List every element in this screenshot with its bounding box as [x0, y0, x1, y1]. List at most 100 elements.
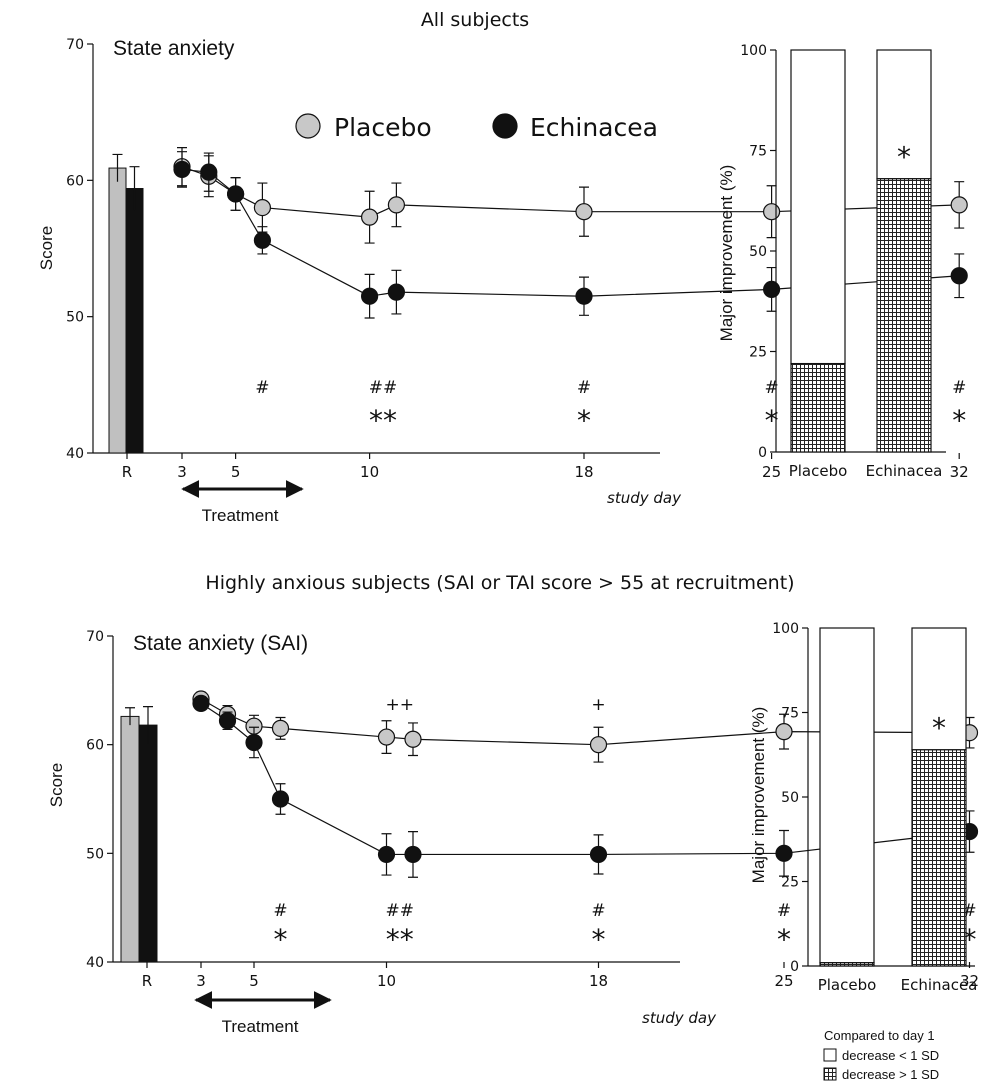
chart-title-top: State anxiety: [113, 37, 235, 60]
series-echinacea: [173, 151, 968, 319]
data-point-placebo: [589, 736, 608, 754]
x-tick-label: 32: [950, 463, 969, 481]
y-tick-label: 40: [86, 955, 104, 971]
y-tick-label: 70: [66, 37, 84, 53]
data-point-placebo: [404, 730, 422, 748]
y-tick-label: 50: [66, 310, 84, 326]
legend-label-placebo: Placebo: [334, 113, 432, 142]
significance-marker: **: [369, 404, 397, 437]
x-tick-label: 25: [774, 972, 793, 990]
data-point-placebo: [377, 728, 396, 746]
category-label: Echinacea: [866, 462, 943, 480]
data-point-echinacea: [271, 790, 290, 808]
significance-marker: *: [952, 404, 966, 437]
baseline-bar-placebo: [120, 715, 140, 963]
x-axis-label-top: study day: [607, 489, 682, 507]
data-point-echinacea: [227, 185, 245, 203]
x-tick-label: R: [122, 463, 132, 481]
data-point-placebo: [253, 199, 271, 217]
y-tick-label: 0: [758, 445, 767, 461]
category-label: Echinacea: [901, 976, 978, 994]
significance-marker: #: [591, 901, 605, 921]
series-placebo: [192, 690, 979, 763]
significance-marker: **: [386, 923, 414, 956]
bar-legend: Compared to day 1 decrease < 1 SD decrea…: [823, 1028, 939, 1082]
y-tick-label: 40: [66, 446, 84, 462]
data-point-placebo: [762, 203, 781, 221]
x-tick-label: 25: [762, 463, 781, 481]
bar-segment-major-echinacea: [911, 749, 967, 967]
significance-marker: #: [255, 378, 269, 398]
significance-marker: #: [777, 901, 791, 921]
data-point-placebo: [950, 196, 968, 214]
y-tick-label: 50: [749, 244, 767, 260]
y-tick-label: 70: [86, 629, 104, 645]
significance-marker: ##: [369, 378, 398, 398]
bar-segment-minor-placebo: [790, 49, 846, 365]
significance-marker: #: [952, 378, 966, 398]
data-point-echinacea: [775, 844, 793, 862]
x-tick-label: 10: [377, 972, 396, 990]
data-point-echinacea: [575, 287, 593, 305]
figure-title-bottom: Highly anxious subjects (SAI or TAI scor…: [205, 572, 794, 594]
significance-marker: ++: [386, 695, 415, 715]
baseline-error-bar: [112, 153, 123, 182]
baseline-error-bar: [125, 707, 135, 726]
y-axis-label-bar-bottom: Major improvement (%): [749, 707, 768, 884]
bar-legend-swatch-large: [823, 1067, 837, 1081]
y-tick-label: 25: [749, 345, 767, 361]
data-point-echinacea: [950, 267, 968, 285]
baseline-bar-echinacea: [138, 724, 158, 963]
data-point-placebo: [361, 208, 379, 226]
bar-segment-minor-placebo: [819, 627, 875, 964]
data-point-echinacea: [192, 694, 210, 712]
baseline-bar-echinacea: [125, 188, 144, 454]
y-axis-label-top: Score: [37, 226, 56, 270]
significance-marker: ##: [386, 901, 415, 921]
category-label: Placebo: [789, 462, 848, 480]
y-axis-label-bar-top: Major improvement (%): [717, 165, 736, 342]
treatment-label-bottom: Treatment: [222, 1017, 299, 1036]
legend-top: Placebo Echinacea: [295, 113, 658, 142]
significance-marker: *: [592, 923, 606, 956]
stacked-bar-chart-bottom: Major improvement (%) Compared to day 1 …: [749, 621, 977, 1082]
x-tick-label: 5: [231, 463, 241, 481]
data-point-echinacea: [218, 712, 237, 730]
x-axis-label-bottom: study day: [642, 1009, 717, 1027]
y-tick-label: 50: [86, 846, 104, 862]
data-point-placebo: [775, 723, 793, 741]
treatment-label-top: Treatment: [202, 506, 279, 525]
y-tick-label: 75: [781, 706, 799, 722]
x-tick-label: 3: [177, 463, 187, 481]
baseline-bar-placebo: [108, 167, 127, 454]
data-point-placebo: [575, 203, 593, 221]
bar-legend-label-large: decrease > 1 SD: [842, 1067, 939, 1082]
x-tick-label: 5: [249, 972, 259, 990]
bar-segment-minor-echinacea: [911, 627, 967, 751]
x-tick-label: 18: [574, 463, 593, 481]
x-tick-label: 3: [196, 972, 206, 990]
y-tick-label: 75: [749, 144, 767, 160]
x-tick-label: 10: [360, 463, 379, 481]
bar-legend-title: Compared to day 1: [824, 1028, 935, 1043]
significance-marker: +: [591, 695, 605, 715]
baseline-error-bar: [129, 166, 140, 211]
y-axis-label-bottom: Score: [47, 763, 66, 807]
y-tick-label: 25: [781, 875, 799, 891]
x-tick-label: R: [142, 972, 152, 990]
bar-segment-minor-echinacea: [876, 49, 932, 180]
category-label: Placebo: [818, 976, 877, 994]
significance-marker: *: [274, 923, 288, 956]
bar-legend-label-small: decrease < 1 SD: [842, 1048, 939, 1063]
line-chart-bottom: State anxiety (SAI) Score study day Trea…: [47, 629, 979, 1036]
significance-marker: *: [765, 404, 779, 437]
legend-marker-placebo: [295, 113, 321, 139]
significance-marker: *: [932, 712, 946, 745]
significance-marker: #: [577, 378, 591, 398]
data-point-echinacea: [245, 733, 263, 752]
y-tick-label: 50: [781, 790, 799, 806]
data-point-echinacea: [387, 283, 405, 301]
legend-marker-echinacea: [492, 113, 518, 139]
data-point-echinacea: [200, 163, 218, 181]
